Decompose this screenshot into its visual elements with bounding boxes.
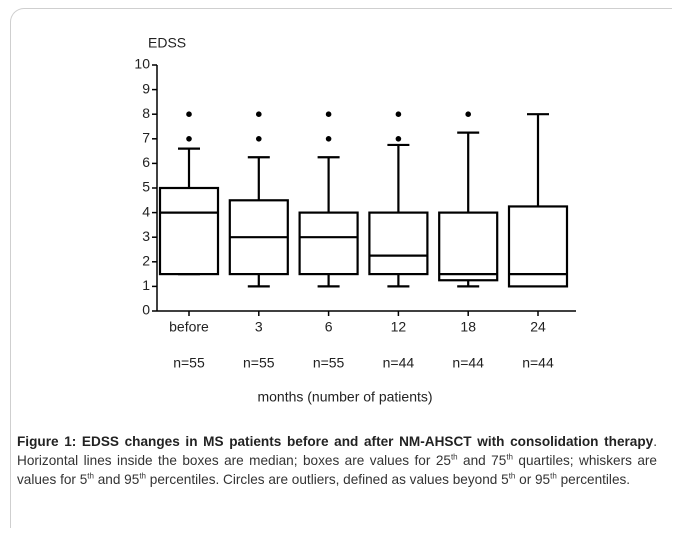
y-tick-label: 1	[142, 277, 150, 293]
y-tick-label: 8	[142, 105, 150, 121]
x-tick-label: 24	[530, 319, 546, 335]
y-tick-label: 6	[142, 154, 150, 170]
y-tick-label: 0	[142, 302, 150, 318]
x-tick-label: 3	[255, 319, 263, 335]
frame	[10, 8, 672, 528]
x-tick-label: 18	[460, 319, 476, 335]
caption-text: percentiles.	[556, 472, 631, 487]
outlier	[186, 136, 192, 142]
x-tick-label: 12	[391, 319, 407, 335]
caption-text: or 95	[515, 472, 551, 487]
outlier	[325, 111, 332, 117]
outlier	[465, 111, 472, 117]
y-tick-label: 2	[142, 253, 150, 269]
caption-sup: th	[139, 471, 146, 481]
caption: Figure 1: EDSS changes in MS patients be…	[17, 432, 657, 489]
caption-text: . Horizontal lines inside the boxes are …	[17, 434, 657, 468]
caption-sup: th	[508, 471, 516, 481]
y-tick-label: 5	[142, 179, 150, 195]
outlier	[255, 111, 262, 117]
n-label: n=55	[313, 355, 345, 371]
outlier	[325, 136, 332, 142]
y-axis-label: EDSS	[148, 35, 186, 51]
y-tick-label: 7	[142, 130, 150, 146]
x-tick-label: before	[169, 319, 209, 335]
chart: EDSS months (number of patients) 0123456…	[134, 35, 576, 405]
x-tick-label: 6	[325, 319, 333, 335]
n-label: n=44	[383, 355, 415, 371]
caption-title: Figure 1: EDSS changes in MS patients be…	[17, 434, 654, 449]
outlier	[395, 111, 402, 117]
outlier	[255, 136, 262, 142]
caption-sup: th	[506, 452, 513, 462]
caption-text: and 75	[457, 453, 507, 468]
box	[368, 211, 429, 276]
caption-sup: th	[450, 452, 458, 462]
caption-text: and 95	[93, 472, 140, 487]
caption-sup: th	[550, 471, 557, 481]
caption-sup: th	[87, 471, 94, 481]
n-label: n=55	[173, 355, 205, 371]
y-tick-label: 9	[142, 80, 150, 96]
n-label: n=55	[243, 355, 275, 371]
n-label: n=44	[522, 355, 554, 371]
outlier	[395, 136, 402, 142]
caption-text: percentiles. Circles are outliers, defin…	[145, 472, 509, 487]
outlier	[186, 111, 192, 117]
box	[438, 211, 499, 282]
box	[298, 211, 359, 276]
n-label: n=44	[452, 355, 484, 371]
x-axis-label: months (number of patients)	[257, 389, 432, 405]
y-tick-label: 10	[134, 56, 150, 72]
y-tick-label: 3	[142, 228, 150, 244]
caption-text: quartiles; whiskers are values for 5	[17, 453, 657, 487]
box	[158, 186, 220, 276]
y-tick-label: 4	[142, 203, 150, 219]
